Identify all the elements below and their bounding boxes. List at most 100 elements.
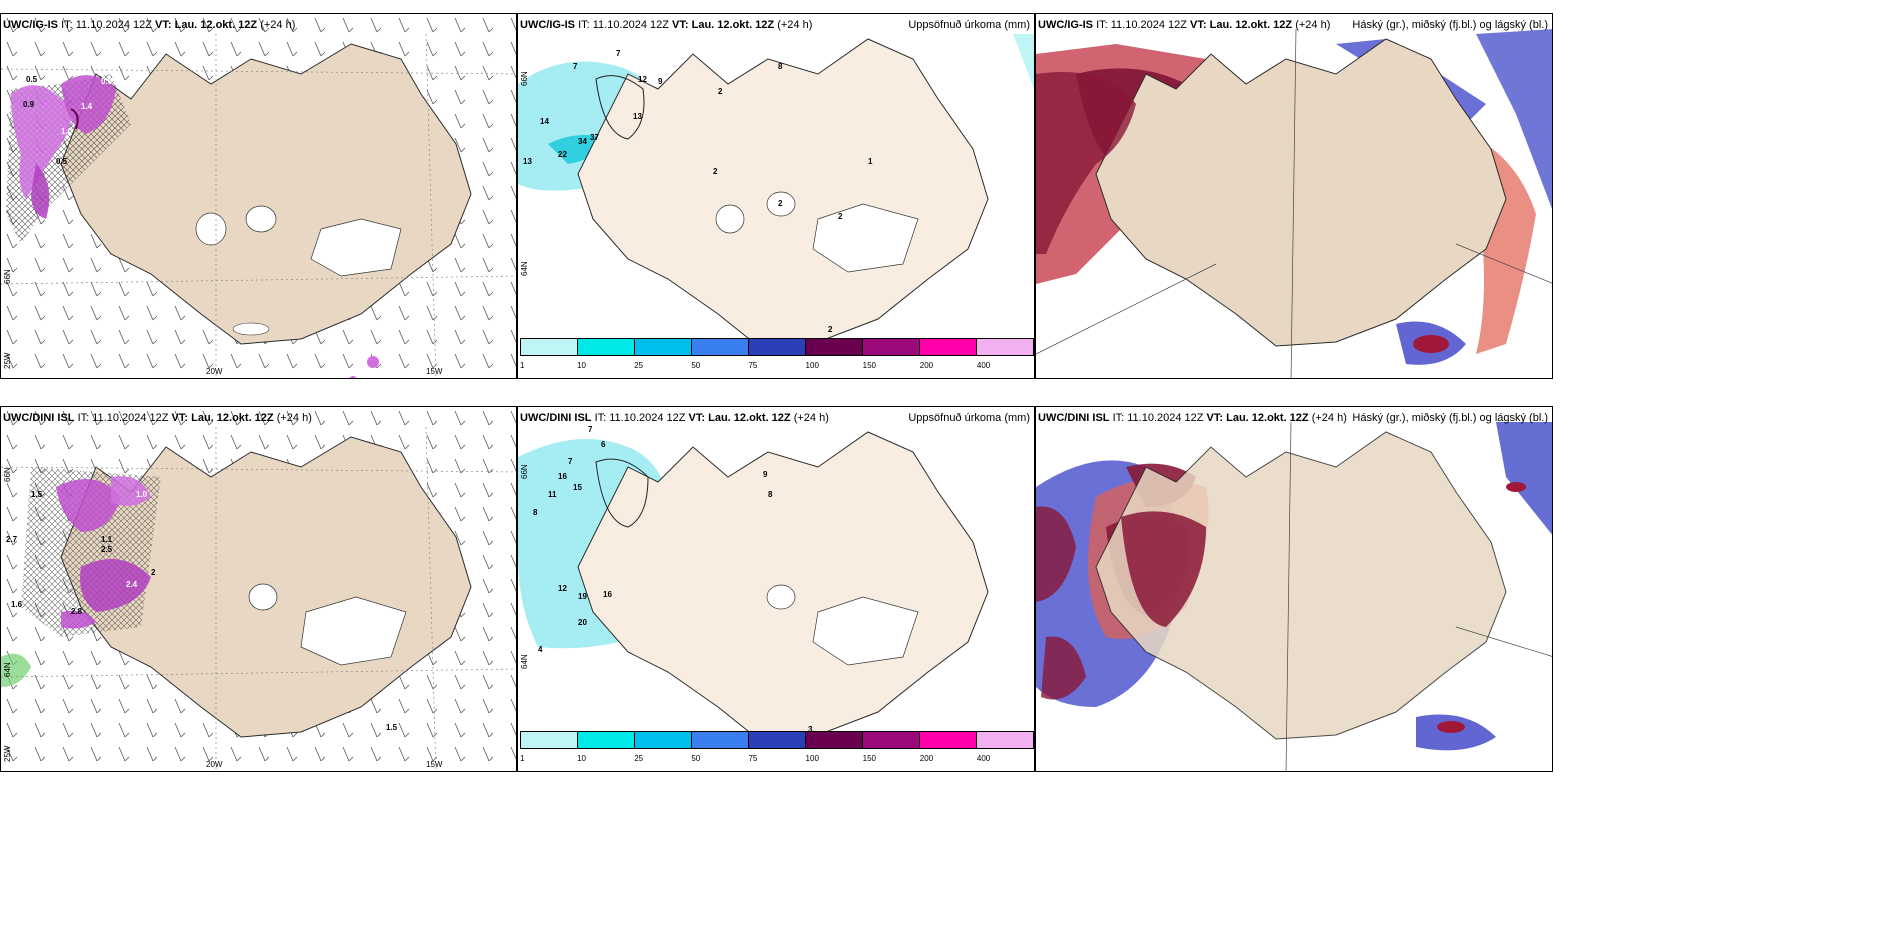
precip-colorbar xyxy=(520,338,1034,356)
precip-number: 13 xyxy=(633,112,642,121)
precip-number: 2 xyxy=(718,87,723,96)
lat-label: 64N xyxy=(520,261,529,276)
lat-label: 66N xyxy=(3,467,12,482)
value-label: 1.5 xyxy=(31,490,43,499)
precip-number: 2 xyxy=(828,325,833,334)
panel-right-title: Háský (gr.), miðský (fj.bl.) og lágský (… xyxy=(1352,412,1548,424)
precip-number: 11 xyxy=(548,490,557,499)
value-label: 1.0 xyxy=(136,490,148,499)
value-label: 1.1 xyxy=(101,535,113,544)
panel-title: UWC/IG-IS IT: 11.10.2024 12Z VT: Lau. 12… xyxy=(3,19,296,31)
value-label: 1.0 xyxy=(61,127,73,136)
precip-number: 15 xyxy=(573,483,582,492)
colorbar-tick-label: 200 xyxy=(919,754,934,763)
colorbar-segment xyxy=(749,339,806,355)
value-label: 1.4 xyxy=(81,102,93,111)
colorbar-segment xyxy=(578,339,635,355)
colorbar-segment xyxy=(920,339,977,355)
panel-top-right-clouds: UWC/IG-IS IT: 11.10.2024 12Z VT: Lau. 12… xyxy=(1035,13,1553,379)
value-label: 2 xyxy=(151,568,156,577)
colorbar-tick-label: 100 xyxy=(805,754,819,763)
precip-number: 37 xyxy=(590,133,599,142)
precip-number: 1 xyxy=(868,157,873,166)
lon-label-left: 25W xyxy=(3,745,12,762)
colorbar-tick-label: 200 xyxy=(919,361,934,370)
panel-title: UWC/IG-IS IT: 11.10.2024 12Z VT: Lau. 12… xyxy=(520,19,813,31)
lat-label: 64N xyxy=(3,662,12,677)
precip-number: 34 xyxy=(578,137,587,146)
precip-number: 19 xyxy=(578,592,587,601)
colorbar-segment xyxy=(863,339,920,355)
colorbar-segment xyxy=(977,732,1033,748)
panel-right-title: Uppsöfnuð úrkoma (mm) xyxy=(908,19,1030,31)
colorbar-tick-label: 400 xyxy=(976,754,991,763)
colorbar-segment xyxy=(977,339,1033,355)
colorbar-tick-label: 75 xyxy=(748,361,758,370)
colorbar-segment xyxy=(578,732,635,748)
precip-number: 16 xyxy=(603,590,612,599)
precip-number: 16 xyxy=(558,472,567,481)
colorbar-tick-label: 25 xyxy=(634,361,644,370)
colorbar-tick-label: 10 xyxy=(577,361,587,370)
panel-title: UWC/DINI ISL IT: 11.10.2024 12Z VT: Lau.… xyxy=(3,412,312,424)
lat-label: 66N xyxy=(520,464,529,479)
precip-number: 12 xyxy=(558,584,567,593)
value-label: 0.5 xyxy=(56,157,68,166)
lon-label: 15W xyxy=(426,367,443,376)
colorbar-segment xyxy=(920,732,977,748)
colorbar-tick-label: 25 xyxy=(634,754,644,763)
colorbar-tick-label: 50 xyxy=(691,754,701,763)
wind-map: 1.5 1.0 2.7 1.1 2.5 1.6 2.8 2.4 2 1.5 xyxy=(1,407,516,771)
precip-number: 7 xyxy=(588,425,593,434)
precip-number: 2 xyxy=(713,167,718,176)
precip-number: 8 xyxy=(768,490,773,499)
value-label: 2.8 xyxy=(71,607,83,616)
precip-number: 2 xyxy=(838,212,843,221)
colorbar-tick-label: 150 xyxy=(862,754,877,763)
colorbar-tick-label: 400 xyxy=(976,361,991,370)
colorbar-segment xyxy=(749,732,806,748)
cloud-map xyxy=(1036,28,1552,378)
precip-number: 12 xyxy=(638,75,647,84)
panel-bottom-left-wind: UWC/DINI ISL IT: 11.10.2024 12Z VT: Lau.… xyxy=(0,406,517,772)
colorbar-segment xyxy=(692,339,749,355)
lat-label: 66N xyxy=(3,269,12,284)
panel-title: UWC/IG-IS IT: 11.10.2024 12Z VT: Lau. 12… xyxy=(1038,19,1331,31)
precip-number: 13 xyxy=(523,157,532,166)
panel-top-left-wind: UWC/IG-IS IT: 11.10.2024 12Z VT: Lau. 12… xyxy=(0,13,517,379)
colorbar-tick-label: 75 xyxy=(748,754,758,763)
colorbar-segment xyxy=(863,732,920,748)
panel-title: UWC/DINI ISL IT: 11.10.2024 12Z VT: Lau.… xyxy=(1038,412,1347,424)
value-label: 0.5 xyxy=(26,75,38,84)
precip-colorbar xyxy=(520,731,1034,749)
wind-map: 0.5 0.9 0.6 1.0 1.4 0.5 xyxy=(1,14,516,378)
precip-number: 3 xyxy=(808,725,813,734)
lat-label: 66N xyxy=(520,71,529,86)
lon-label-left: 25W xyxy=(3,352,12,369)
precip-number: 20 xyxy=(578,618,587,627)
colorbar-segment xyxy=(635,339,692,355)
precip-number: 9 xyxy=(763,470,768,479)
precip-number: 7 xyxy=(616,49,621,58)
panel-title: UWC/DINI ISL IT: 11.10.2024 12Z VT: Lau.… xyxy=(520,412,829,424)
precip-number: 6 xyxy=(601,440,606,449)
precip-map: 7 7 8 12 9 14 13 22 34 37 13 2 2 2 1 2 2… xyxy=(518,34,1034,349)
colorbar-tick-label: 1 xyxy=(520,361,525,370)
panel-bottom-right-clouds: UWC/DINI ISL IT: 11.10.2024 12Z VT: Lau.… xyxy=(1035,406,1553,772)
colorbar-tick-label: 1 xyxy=(520,754,525,763)
value-label: 0.6 xyxy=(101,77,113,86)
colorbar-segment xyxy=(521,339,578,355)
panel-bottom-mid-precip: UWC/DINI ISL IT: 11.10.2024 12Z VT: Lau.… xyxy=(517,406,1035,772)
precip-number: 22 xyxy=(558,150,567,159)
value-label: 1.5 xyxy=(386,723,398,732)
precip-number: 8 xyxy=(533,508,538,517)
lat-label: 64N xyxy=(520,654,529,669)
colorbar-segment xyxy=(635,732,692,748)
value-label: 2.4 xyxy=(126,580,138,589)
value-label: 0.9 xyxy=(23,100,35,109)
value-label: 1.6 xyxy=(11,600,23,609)
colorbar-tick-label: 50 xyxy=(691,361,701,370)
precip-number: 8 xyxy=(778,62,783,71)
colorbar-segment xyxy=(806,732,863,748)
panel-top-mid-precip: UWC/IG-IS IT: 11.10.2024 12Z VT: Lau. 12… xyxy=(517,13,1035,379)
